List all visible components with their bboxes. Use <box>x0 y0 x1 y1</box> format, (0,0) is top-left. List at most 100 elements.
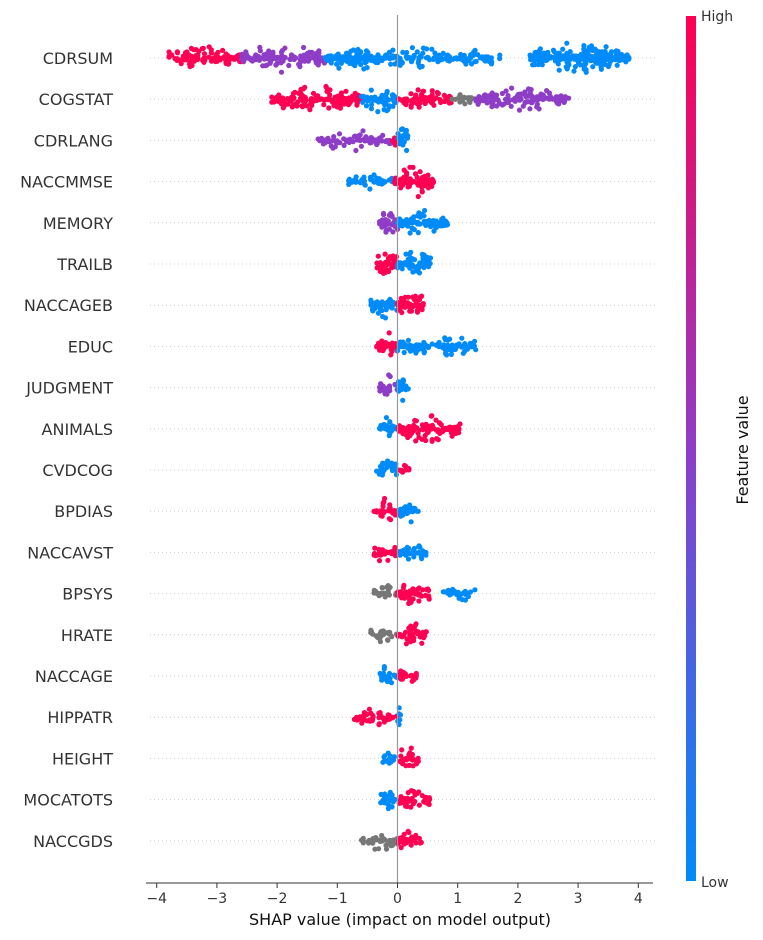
feature-row-naccavst <box>371 543 429 564</box>
shap-point <box>418 53 424 59</box>
shap-point <box>406 600 412 607</box>
shap-point <box>421 635 427 641</box>
shap-point <box>408 249 414 255</box>
shap-point <box>287 56 293 63</box>
shap-point <box>408 672 414 679</box>
shap-point <box>467 95 473 101</box>
x-tick-label: −4 <box>146 891 167 907</box>
shap-point <box>441 222 447 229</box>
shap-point <box>368 101 375 108</box>
shap-point <box>409 678 415 684</box>
shap-point <box>402 547 408 553</box>
shap-point <box>199 46 205 52</box>
colorbar-high-label: High <box>701 9 733 25</box>
feature-row-cdrlang <box>315 126 411 154</box>
shap-point <box>540 92 546 98</box>
shap-point <box>402 795 408 802</box>
feature-label: HIPPATR <box>47 708 113 727</box>
shap-point <box>423 222 429 228</box>
shap-point <box>437 220 443 226</box>
shap-point <box>430 180 436 186</box>
shap-point <box>396 835 403 842</box>
shap-point <box>535 61 542 68</box>
shap-point <box>367 186 373 192</box>
shap-point <box>410 755 416 761</box>
shap-point <box>441 342 447 348</box>
shap-point <box>336 131 343 137</box>
shap-point <box>398 668 404 674</box>
feature-row-mocatots <box>378 788 433 812</box>
shap-point <box>429 46 435 52</box>
x-axis: −4 −3 −2 −1 0 1 2 3 4 SHAP value (impact on mode… <box>146 882 653 929</box>
shap-point <box>400 380 406 386</box>
shap-point <box>321 102 327 108</box>
feature-row-memory <box>377 207 451 236</box>
shap-point <box>388 352 394 358</box>
shap-point <box>416 63 422 69</box>
shap-point <box>447 336 453 342</box>
shap-point <box>425 429 431 435</box>
shap-point <box>413 92 419 98</box>
shap-point <box>202 57 208 63</box>
feature-label: HRATE <box>61 626 113 645</box>
shap-point <box>489 104 495 110</box>
shap-point <box>376 550 382 556</box>
shap-point <box>390 837 396 843</box>
shap-point <box>367 174 373 180</box>
shap-point <box>446 590 452 596</box>
shap-point <box>571 68 577 74</box>
shap-point <box>333 53 339 59</box>
shap-point <box>386 226 392 232</box>
shap-point <box>505 97 511 104</box>
shap-point <box>262 63 269 69</box>
shap-point <box>292 89 298 95</box>
feature-row-naccage <box>377 664 419 686</box>
shap-point <box>398 295 404 301</box>
shap-point <box>382 315 389 321</box>
shap-point <box>243 55 249 61</box>
shap-point <box>378 266 384 272</box>
shap-point <box>405 337 411 343</box>
shap-point <box>551 49 557 55</box>
shap-point <box>354 100 360 106</box>
shap-point <box>342 54 348 61</box>
shap-point <box>399 59 405 65</box>
shap-point <box>392 544 398 551</box>
feature-row-cvdcog <box>374 458 412 478</box>
shap-point <box>429 437 435 443</box>
shap-point <box>566 57 573 63</box>
shap-point <box>376 846 382 852</box>
shap-point <box>350 55 356 61</box>
shap-point <box>416 342 422 348</box>
shap-point <box>418 839 424 846</box>
shap-point <box>424 343 430 349</box>
shap-point <box>572 64 579 70</box>
shap-point <box>429 341 435 347</box>
shap-point <box>379 138 385 144</box>
shap-point <box>376 96 382 102</box>
shap-point <box>388 61 394 67</box>
shap-point <box>390 103 396 109</box>
shap-point <box>398 845 404 851</box>
shap-point <box>328 53 334 59</box>
x-tick-label: 2 <box>513 891 522 907</box>
shap-point <box>425 586 431 592</box>
shap-point <box>315 60 321 66</box>
shap-point <box>403 387 409 393</box>
feature-label: NACCGDS <box>33 832 113 851</box>
shap-point <box>560 46 566 52</box>
shap-point <box>397 631 403 638</box>
shap-point <box>388 843 394 849</box>
feature-label: NACCAVST <box>27 543 113 562</box>
shap-point <box>206 44 212 50</box>
shap-point <box>422 175 429 181</box>
shap-point <box>341 96 347 102</box>
shap-point <box>189 62 195 69</box>
shap-point <box>546 90 553 96</box>
colorbar: High Low Feature value <box>686 9 752 891</box>
shap-point <box>415 96 421 102</box>
shap-point <box>280 58 286 64</box>
shap-point <box>331 134 337 140</box>
shap-point <box>279 47 286 54</box>
shap-point <box>407 301 413 307</box>
